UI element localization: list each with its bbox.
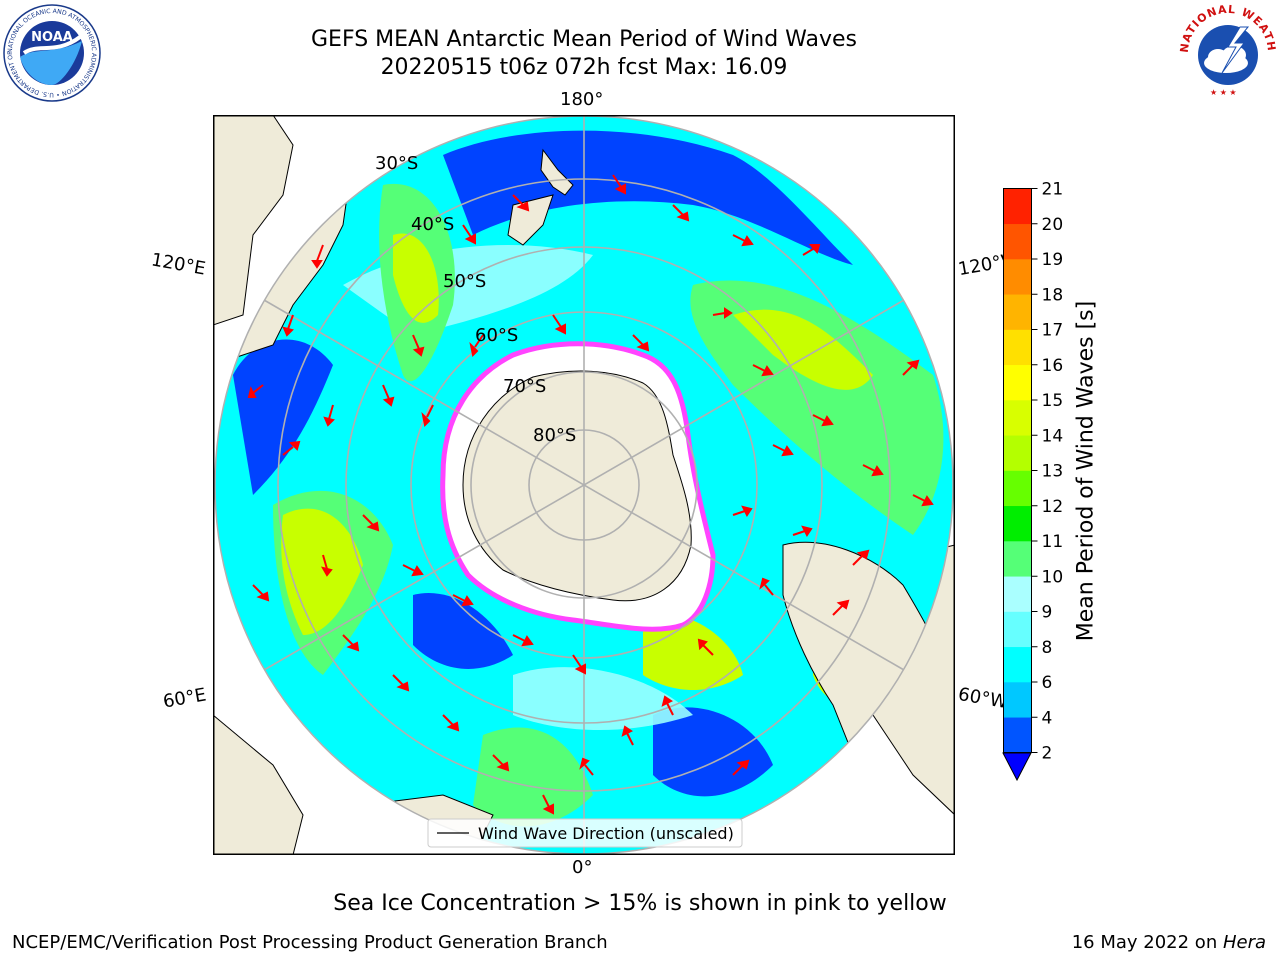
colorbar: 2 4 6 8 9 10 11 12 13 14 15 16 17 18 19 20 21	[1002, 182, 1064, 782]
colorbar-block	[1003, 435, 1032, 471]
colorbar-tick-label: 16	[1042, 356, 1064, 376]
colorbar-tick-label: 6	[1042, 673, 1053, 693]
colorbar-tick-label: 8	[1042, 638, 1053, 658]
lon-label-180: 180°	[560, 89, 604, 110]
footer-right: 16 May 2022 on Hera	[1072, 932, 1266, 953]
colorbar-tick-label: 18	[1042, 285, 1064, 305]
lat-label-50s: 50°S	[443, 271, 486, 292]
nws-logo: NATIONAL WEATHER SERVICE ★ ★ ★	[1178, 3, 1277, 100]
longitude-gridlines	[263, 116, 905, 854]
lat-label-40s: 40°S	[411, 214, 454, 235]
colorbar-tick-label: 9	[1042, 603, 1053, 623]
lat-label-80s: 80°S	[533, 425, 576, 446]
colorbar-tick-label: 13	[1042, 462, 1064, 482]
noaa-center-text: NOAA	[31, 30, 73, 45]
low-period-zone	[413, 593, 513, 669]
colorbar-block	[1003, 541, 1032, 577]
colorbar-label: Mean Period of Wind Waves [s]	[1073, 300, 1099, 642]
colorbar-block	[1003, 505, 1032, 542]
colorbar-block	[1003, 611, 1032, 648]
colorbar-tick-label: 15	[1042, 391, 1064, 411]
colorbar-tick-label: 10	[1042, 567, 1064, 587]
lon-label-0: 0°	[572, 857, 593, 878]
colorbar-block	[1003, 364, 1032, 401]
footer-date: 16 May 2022 on	[1071, 932, 1223, 953]
noaa-logo: NATIONAL OCEANIC AND ATMOSPHERIC ADMINIS…	[2, 3, 101, 102]
australia-land-outside	[213, 115, 294, 326]
new-zealand-land	[507, 148, 574, 246]
svg-text:★ ★ ★: ★ ★ ★	[1210, 88, 1237, 97]
colorbar-tick-label: 4	[1042, 708, 1053, 728]
colorbar-block	[1003, 576, 1032, 612]
low-period-zone	[233, 339, 333, 495]
colorbar-block	[1003, 329, 1032, 366]
footer-left: NCEP/EMC/Verification Post Processing Pr…	[12, 932, 608, 953]
lat-label-30s: 30°S	[375, 153, 418, 174]
colorbar-block	[1003, 223, 1032, 260]
colorbar-block	[1003, 717, 1032, 753]
colorbar-block	[1003, 470, 1032, 507]
ocean-field	[215, 116, 953, 854]
colorbar-block	[1003, 259, 1032, 295]
latitude-labels: 30°S 40°S 50°S 60°S 70°S 80°S	[375, 153, 576, 446]
page-title: GEFS MEAN Antarctic Mean Period of Wind …	[311, 27, 857, 52]
colorbar-tick-label: 17	[1042, 321, 1064, 341]
high-period-zone	[733, 309, 873, 390]
map-legend: Wind Wave Direction (unscaled)	[427, 818, 743, 848]
colorbar-tick-label: 11	[1042, 532, 1064, 552]
high-period-zone	[643, 613, 743, 690]
legend-label: Wind Wave Direction (unscaled)	[478, 824, 734, 843]
colorbar-block	[1003, 646, 1032, 683]
high-period-zone	[393, 233, 439, 323]
colorbar-tick-label: 20	[1042, 215, 1064, 235]
page-subtitle: 20220515 t06z 072h fcst Max: 16.09	[380, 55, 788, 80]
lat-label-70s: 70°S	[503, 376, 546, 397]
colorbar-block	[1003, 188, 1032, 225]
colorbar-tick-label: 19	[1042, 250, 1064, 270]
lon-label-120e: 120°E	[149, 249, 208, 280]
lon-label-60e: 60°E	[161, 684, 208, 713]
colorbar-ticks: 2 4 6 8 9 10 11 12 13 14 15 16 17 18 19 20 21	[1031, 182, 1064, 764]
colorbar-tick-label: 12	[1042, 497, 1064, 517]
colorbar-tick-label: 14	[1042, 426, 1064, 446]
colorbar-block	[1003, 294, 1032, 330]
polar-map: 30°S 40°S 50°S 60°S 70°S 80°S Wind Wave …	[213, 115, 955, 855]
colorbar-tick-label: 21	[1042, 182, 1064, 200]
colorbar-under-triangle	[1002, 752, 1032, 782]
africa-land-outside	[213, 714, 304, 855]
colorbar-blocks	[1003, 188, 1032, 753]
antarctica-land	[462, 370, 692, 602]
colorbar-block	[1003, 400, 1032, 436]
sea-ice-note: Sea Ice Concentration > 15% is shown in …	[333, 891, 947, 916]
high-period-zone	[473, 727, 593, 827]
lat-label-60s: 60°S	[475, 325, 518, 346]
colorbar-tick-label: 2	[1042, 744, 1053, 764]
colorbar-block	[1003, 682, 1032, 718]
footer-system: Hera	[1222, 932, 1266, 953]
